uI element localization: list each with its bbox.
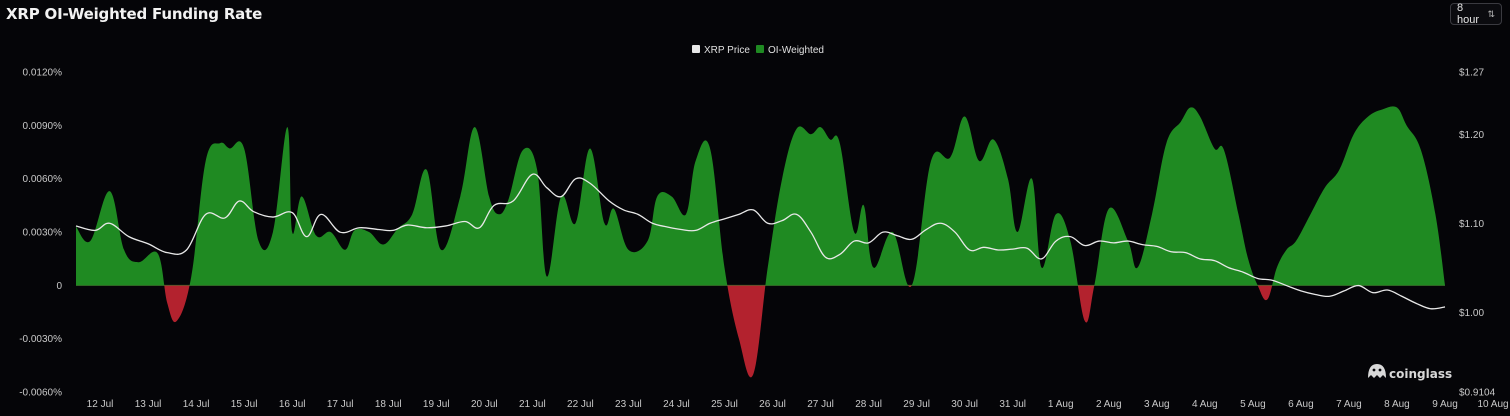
x-axis-tick: 16 Jul [279,399,306,410]
legend-label: XRP Price [704,45,750,56]
interval-select-value: 8 hour [1457,2,1480,26]
left-axis-tick: -0.0060% [19,388,62,399]
left-axis-tick: 0.0090% [23,121,63,132]
x-axis-tick: 28 Jul [855,399,882,410]
x-axis-tick: 14 Jul [183,399,210,410]
oi-weighted-positive-area [76,106,1445,286]
x-axis-tick: 10 Aug [1477,399,1508,410]
x-axis-tick: 6 Aug [1288,399,1314,410]
x-axis-tick: 23 Jul [615,399,642,410]
legend-swatch [756,45,764,53]
right-axis: $1.27 $1.20 $1.10 $1.00 $0.9104 [1459,68,1496,399]
x-axis-tick: 29 Jul [903,399,930,410]
x-axis-tick: 22 Jul [567,399,594,410]
legend-label: OI-Weighted [768,45,824,56]
updown-chevron-icon: ⇅ [1487,8,1495,19]
x-axis-tick: 25 Jul [711,399,738,410]
x-axis-tick: 1 Aug [1048,399,1074,410]
x-axis-tick: 2 Aug [1096,399,1122,410]
x-axis-tick: 30 Jul [951,399,978,410]
x-axis-tick: 4 Aug [1192,399,1218,410]
x-axis-tick: 5 Aug [1240,399,1266,410]
left-axis-tick: -0.0030% [19,334,62,345]
x-axis-tick: 17 Jul [327,399,354,410]
right-axis-tick: $1.20 [1459,130,1484,141]
x-axis-tick: 19 Jul [423,399,450,410]
right-axis-tick: $0.9104 [1459,388,1496,399]
left-axis-tick: 0.0060% [23,174,63,185]
x-axis-tick: 13 Jul [135,399,162,410]
left-axis-tick: 0 [56,281,62,292]
x-axis-tick: 9 Aug [1432,399,1458,410]
x-axis-tick: 7 Aug [1336,399,1362,410]
left-axis-tick: 0.0030% [23,228,63,239]
left-axis: 0.0120% 0.0090% 0.0060% 0.0030% 0 -0.0030% -0.… [19,68,62,399]
coinglass-watermark: coinglass [1368,364,1452,381]
x-axis-tick: 26 Jul [759,399,786,410]
x-axis-tick: 8 Aug [1384,399,1410,410]
left-axis-tick: 0.0120% [23,68,63,79]
x-axis-tick: 21 Jul [519,399,546,410]
right-axis-tick: $1.27 [1459,68,1484,79]
x-axis-tick: 3 Aug [1144,399,1170,410]
x-axis-tick: 15 Jul [231,399,258,410]
xrp-price-series [75,173,1446,310]
x-axis-tick: 31 Jul [999,399,1026,410]
xrp-price-line [75,173,1446,310]
x-axis-tick: 27 Jul [807,399,834,410]
right-axis-tick: $1.10 [1459,219,1484,230]
legend-swatch [692,45,700,53]
x-axis-tick: 12 Jul [87,399,114,410]
oi-weighted-series [76,106,1445,378]
brand-name: coinglass [1389,367,1452,381]
right-axis-tick: $1.00 [1459,308,1484,319]
interval-select[interactable]: 8 hour ⇅ [1450,2,1502,26]
chart-title: XRP OI-Weighted Funding Rate [6,5,263,23]
legend: XRP Price OI-Weighted [692,45,824,56]
x-axis: 12 Jul 13 Jul 14 Jul 15 Jul 16 Jul 17 Jul 18 J… [87,399,1509,410]
x-axis-tick: 24 Jul [663,399,690,410]
coinglass-logo-icon [1368,364,1386,378]
x-axis-tick: 20 Jul [471,399,498,410]
x-axis-tick: 18 Jul [375,399,402,410]
